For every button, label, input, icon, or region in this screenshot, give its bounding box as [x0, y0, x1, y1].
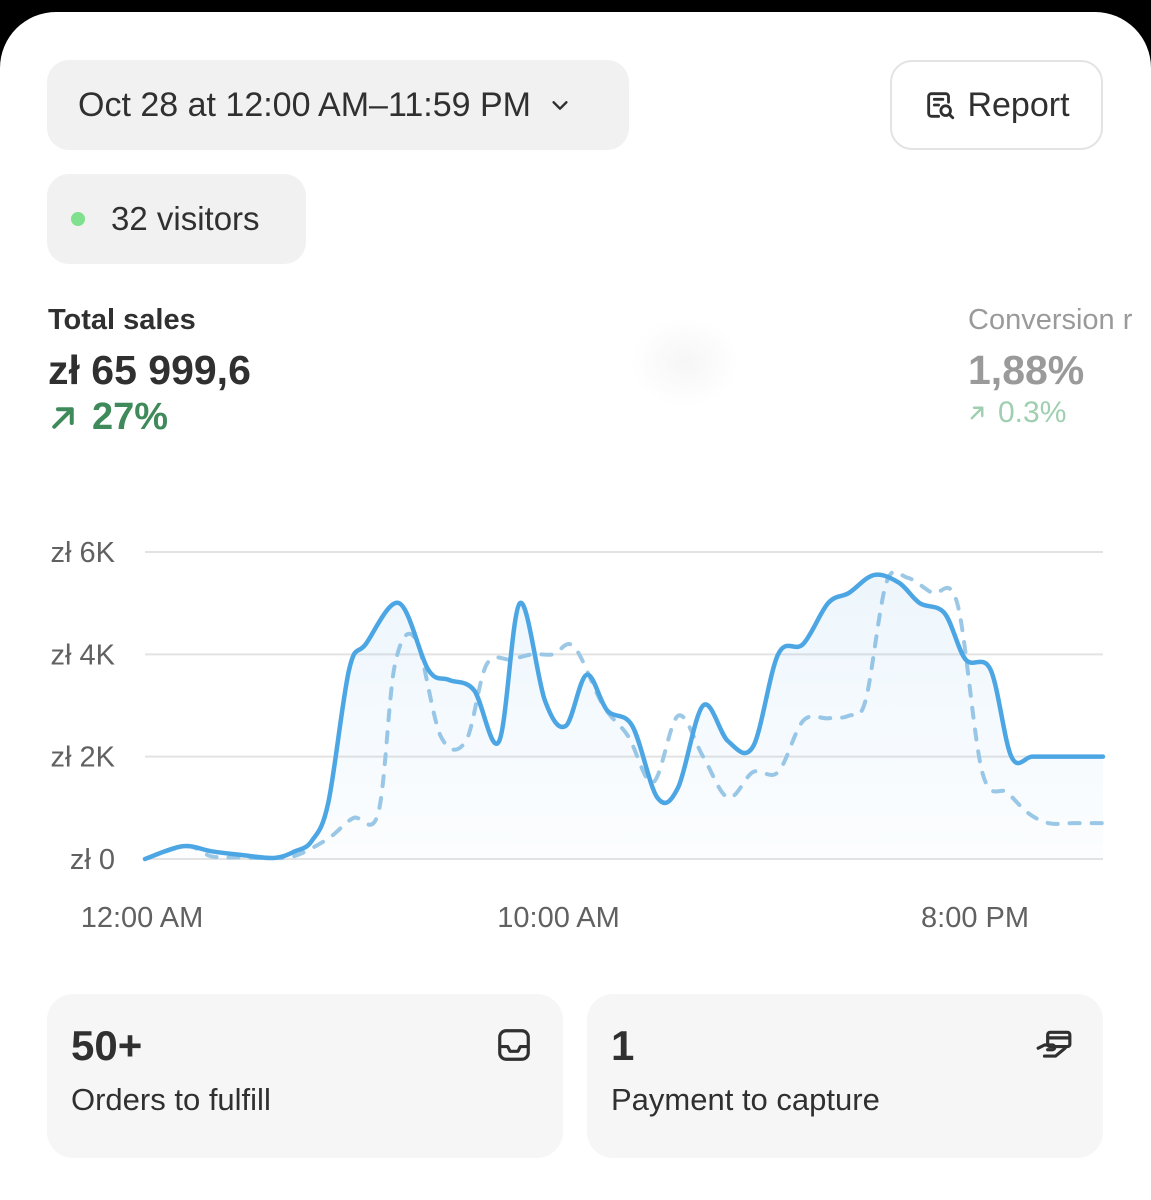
- x-tick-label: 10:00 AM: [497, 902, 620, 934]
- inbox-icon: [498, 1029, 530, 1061]
- hand-payment-icon: [1036, 1030, 1072, 1058]
- payment-label: Payment to capture: [611, 1082, 880, 1117]
- total-sales-value: zł 65 999,6: [48, 347, 251, 393]
- orders-label: Orders to fulfill: [71, 1082, 271, 1117]
- conversion-metric[interactable]: Conversion r 1,88% 0.3%: [968, 304, 1132, 430]
- y-tick-label: zł 2K: [51, 742, 116, 774]
- report-label: Report: [967, 85, 1070, 124]
- date-range-selector[interactable]: Oct 28 at 12:00 AM–11:59 PM: [47, 60, 629, 150]
- y-tick-label: zł 6K: [51, 537, 116, 569]
- x-tick-label: 12:00 AM: [81, 902, 204, 934]
- live-dot-icon: [71, 212, 85, 226]
- conversion-label: Conversion r: [968, 304, 1133, 336]
- payment-to-capture-card[interactable]: 1 Payment to capture: [587, 994, 1103, 1158]
- orders-count: 50+: [71, 1022, 143, 1069]
- y-tick-label: zł 0: [70, 844, 115, 876]
- report-search-icon: [927, 92, 955, 120]
- report-button[interactable]: Report: [890, 60, 1103, 150]
- series-area: [145, 574, 1103, 859]
- orders-to-fulfill-card[interactable]: 50+ Orders to fulfill: [47, 994, 563, 1158]
- conversion-change-value: 0.3%: [998, 396, 1067, 429]
- live-visitors-badge[interactable]: 32 visitors: [47, 174, 306, 264]
- arrow-up-right-icon: [970, 406, 984, 420]
- dashboard-sheet: Oct 28 at 12:00 AM–11:59 PM Report 32 vi…: [0, 12, 1151, 1200]
- series-line-current: [142, 572, 1106, 862]
- total-sales-change: 27%: [48, 396, 251, 439]
- sales-line-chart[interactable]: zł 6K zł 4K zł 2K zł 0 12:00 AM 10:00 AM 8:00…: [0, 502, 1151, 942]
- date-range-label: Oct 28 at 12:00 AM–11:59 PM: [78, 85, 531, 124]
- arrow-up-right-icon: [52, 406, 74, 429]
- conversion-value: 1,88%: [968, 347, 1085, 393]
- chevron-down-icon: [552, 101, 568, 110]
- y-tick-label: zł 4K: [51, 639, 116, 671]
- payment-count: 1: [611, 1022, 635, 1069]
- visitors-label: 32 visitors: [111, 200, 260, 237]
- conversion-change: 0.3%: [968, 396, 1132, 430]
- total-sales-change-value: 27%: [92, 396, 169, 438]
- x-tick-label: 8:00 PM: [921, 902, 1029, 934]
- blurred-metric: [630, 317, 740, 407]
- total-sales-label: Total sales: [48, 304, 196, 336]
- total-sales-metric[interactable]: Total sales zł 65 999,6 27%: [48, 304, 251, 439]
